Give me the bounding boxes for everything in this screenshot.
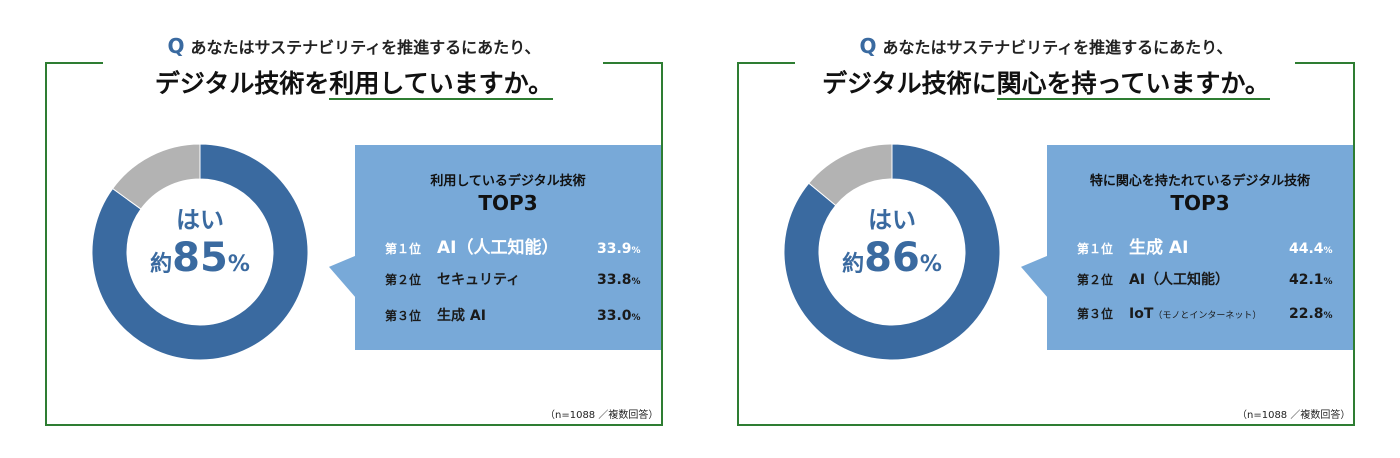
box-top3: TOP3 <box>1170 191 1230 215</box>
donut-slice-yes <box>92 143 309 361</box>
ranking-row: 第１位 AI（人工知能） 33.9% <box>385 233 641 258</box>
ranking-rank: 第１位 <box>385 242 422 256</box>
ranking-row: 第３位 IoT（モノとインターネット） 22.8% <box>1077 305 1333 322</box>
ranking-rank: 第２位 <box>385 273 422 287</box>
ranking-unit: % <box>631 246 641 256</box>
ranking-rank: 第２位 <box>1077 273 1114 287</box>
top3-box: 利用しているデジタル技術 TOP3 <box>355 145 661 350</box>
sample-note: （n=1088 ／複数回答） <box>1237 410 1351 421</box>
question-line-2: デジタル技術を利用していますか。 <box>154 69 554 100</box>
survey-panel: Q あなたはサステナビリティを推進するにあたり、 デジタル技術に関心を持っています… <box>737 0 1397 458</box>
ranking-name: AI（人工知能） <box>1129 272 1230 288</box>
ranking-name: 生成 AI <box>1129 238 1189 258</box>
donut-center-label: はい 約85% <box>150 206 250 281</box>
ranking-name: 生成 AI <box>437 308 486 324</box>
ranking-rank: 第３位 <box>385 309 422 323</box>
donut-slice-yes <box>784 143 1001 361</box>
donut-slice-other <box>111 143 201 210</box>
ranking-name: セキュリティ <box>437 272 521 288</box>
donut-slice-other <box>808 143 893 207</box>
ranking-name: IoT <box>1129 306 1154 322</box>
box-title: 特に関心を持たれているデジタル技術 <box>1089 174 1311 189</box>
q-mark: Q <box>167 34 185 58</box>
ranking-rank: 第１位 <box>1077 242 1114 256</box>
ranking-name-wrap: IoT（モノとインターネット） <box>1129 306 1289 322</box>
ranking-unit: % <box>631 277 641 287</box>
ranking-value: 44.4 <box>1289 241 1324 257</box>
ranking-row: 第１位 生成 AI 44.4% <box>1077 233 1333 258</box>
question-underlined: 利用していますか。 <box>329 69 554 100</box>
ranking-unit: % <box>1323 246 1333 256</box>
question-line-1: Q あなたはサステナビリティを推進するにあたり、 <box>859 34 1233 58</box>
ranking-row: 第２位 AI（人工知能） 42.1% <box>1077 269 1333 289</box>
ranking-value: 33.0 <box>597 308 632 324</box>
donut-chart <box>784 143 1001 361</box>
question-line-2: デジタル技術に関心を持っていますか。 <box>822 69 1270 100</box>
ranking-name-sub: （モノとインターネット） <box>1153 311 1262 321</box>
donut-center-label: はい 約86% <box>842 206 942 281</box>
ranking-value: 22.8 <box>1289 306 1324 322</box>
ranking-unit: % <box>1323 277 1333 287</box>
ranking-row: 第３位 生成 AI 33.0% <box>385 305 641 325</box>
ranking-row: 第２位 セキュリティ 33.8% <box>385 269 641 289</box>
sample-note: （n=1088 ／複数回答） <box>545 410 659 421</box>
top3-box: 特に関心を持たれているデジタル技術 TOP3 <box>1047 145 1353 350</box>
ranking-unit: % <box>631 313 641 323</box>
box-top3: TOP3 <box>478 191 538 215</box>
ranking-value: 33.9 <box>597 241 632 257</box>
donut-chart <box>92 143 309 361</box>
q-mark: Q <box>859 34 877 58</box>
ranking-value: 33.8 <box>597 272 632 288</box>
ranking-unit: % <box>1323 311 1333 321</box>
box-title: 利用しているデジタル技術 <box>430 174 586 189</box>
ranking-rank: 第３位 <box>1077 307 1114 321</box>
ranking-name: AI（人工知能） <box>437 238 559 258</box>
survey-panel: Q あなたはサステナビリティを推進するにあたり、 デジタル技術を利用していますか。… <box>45 0 705 458</box>
question-line-1: Q あなたはサステナビリティを推進するにあたり、 <box>167 34 541 58</box>
question-underlined: 関心を持っていますか。 <box>996 69 1270 100</box>
ranking-value: 42.1 <box>1289 272 1324 288</box>
